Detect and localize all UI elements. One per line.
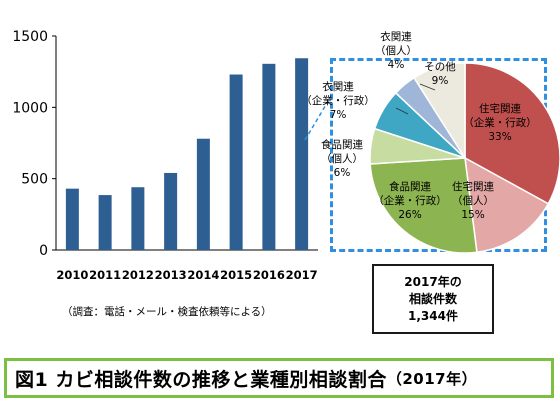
- y-tick-label: 1500: [12, 29, 48, 45]
- pie-slice-label: 食品関連（企業・行政） 26%: [373, 180, 447, 221]
- pie-slice: [369, 157, 478, 254]
- total-line-1: 2017年の: [404, 274, 462, 289]
- bar: [229, 74, 243, 251]
- bar: [196, 138, 210, 250]
- total-count-box: 2017年の 相談件数 1,344件: [372, 264, 494, 334]
- bar: [295, 58, 309, 251]
- y-tick-label: 500: [21, 172, 48, 188]
- pie-slice-label: 食品関連（個人） 6%: [321, 138, 363, 179]
- total-line-3: 1,344件: [408, 308, 458, 323]
- x-tick-label: 2013: [155, 268, 187, 282]
- x-tick-label: 2011: [89, 268, 121, 282]
- total-line-2: 相談件数: [408, 291, 457, 306]
- x-tick-label: 2016: [253, 268, 285, 282]
- y-tick-label: 1000: [12, 100, 48, 116]
- pie-chart: 住宅関連（企業・行政） 33% 住宅関連（個人） 15%食品関連（企業・行政） 26%食…: [301, 30, 560, 254]
- caption-main: 図1 カビ相談件数の推移と業種別相談割合: [15, 368, 387, 391]
- figure-caption: 図1 カビ相談件数の推移と業種別相談割合 （2017年）: [4, 358, 554, 398]
- pie-slice-label: 住宅関連（企業・行政） 33%: [463, 102, 537, 143]
- pie-slice: [464, 62, 560, 205]
- x-tick-label: 2010: [56, 268, 88, 282]
- x-tick-label: 2017: [286, 268, 318, 282]
- y-tick-label: 0: [39, 243, 48, 259]
- pie-slice-label: 住宅関連（個人） 15%: [452, 180, 494, 221]
- pie-slice: [464, 156, 550, 254]
- survey-note: （調査：電話・メール・検査依頼等による）: [62, 306, 272, 318]
- leader-line: [395, 107, 409, 115]
- x-tick-label: 2012: [122, 268, 154, 282]
- pie-slice-label: 衣関連（個人） 4%: [375, 30, 417, 71]
- pie-slice-label: その他 9%: [424, 60, 456, 87]
- caption-year: （2017年）: [386, 369, 478, 388]
- bar: [65, 188, 79, 250]
- bar: [131, 187, 145, 250]
- leader-line: [419, 83, 436, 91]
- pie-slice-label: 衣関連（企業・行政） 7%: [301, 80, 375, 121]
- bar: [164, 172, 178, 250]
- x-tick-label: 2015: [220, 268, 252, 282]
- x-tick-label: 2014: [187, 268, 219, 282]
- bar: [98, 195, 112, 250]
- bar-chart: 0 500 1000 1500 2010 2011 2012 2013 2014 2015 2016…: [12, 29, 330, 282]
- bar: [262, 63, 276, 250]
- connector-line: [304, 97, 330, 141]
